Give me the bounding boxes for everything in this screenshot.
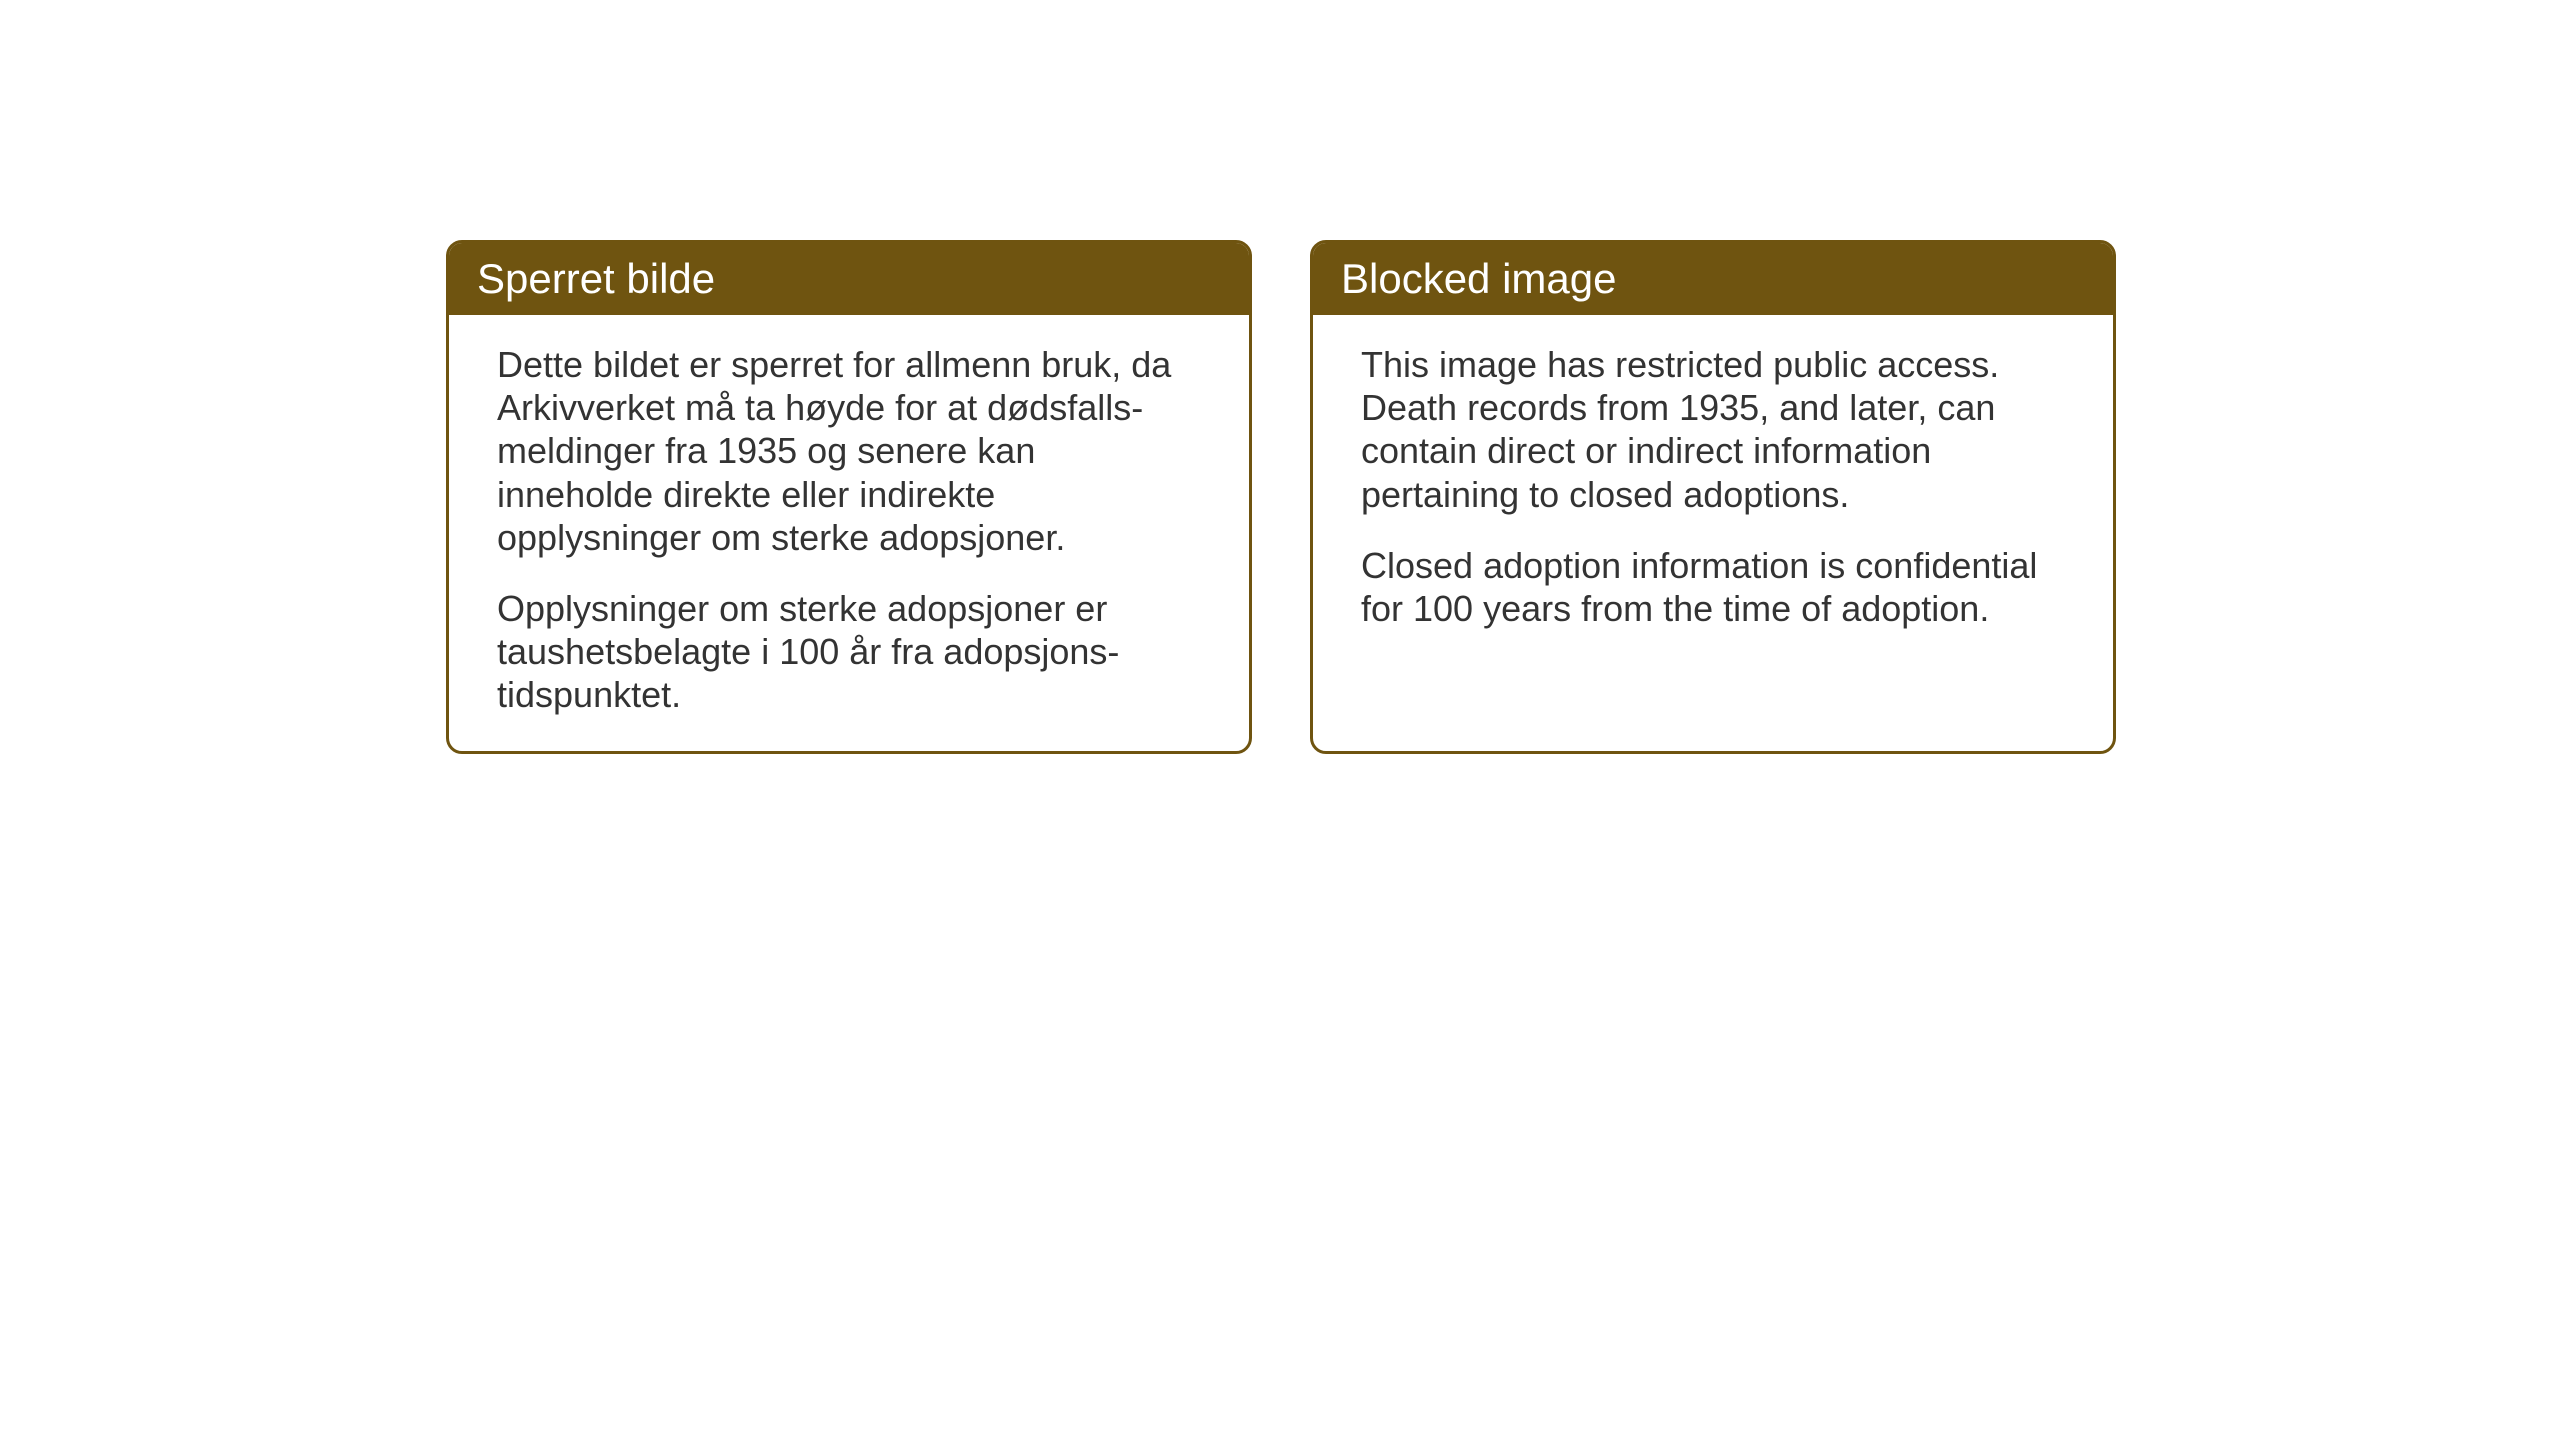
card-title: Sperret bilde [477, 255, 715, 302]
card-header: Sperret bilde [449, 243, 1249, 315]
notice-card-english: Blocked image This image has restricted … [1310, 240, 2116, 754]
notice-container: Sperret bilde Dette bildet er sperret fo… [446, 240, 2116, 754]
card-paragraph-1: Dette bildet er sperret for allmenn bruk… [497, 343, 1201, 559]
card-header: Blocked image [1313, 243, 2113, 315]
card-title: Blocked image [1341, 255, 1616, 302]
card-paragraph-2: Closed adoption information is confident… [1361, 544, 2065, 630]
notice-card-norwegian: Sperret bilde Dette bildet er sperret fo… [446, 240, 1252, 754]
card-body: Dette bildet er sperret for allmenn bruk… [449, 315, 1249, 751]
card-paragraph-1: This image has restricted public access.… [1361, 343, 2065, 516]
card-body: This image has restricted public access.… [1313, 315, 2113, 664]
card-paragraph-2: Opplysninger om sterke adopsjoner er tau… [497, 587, 1201, 717]
